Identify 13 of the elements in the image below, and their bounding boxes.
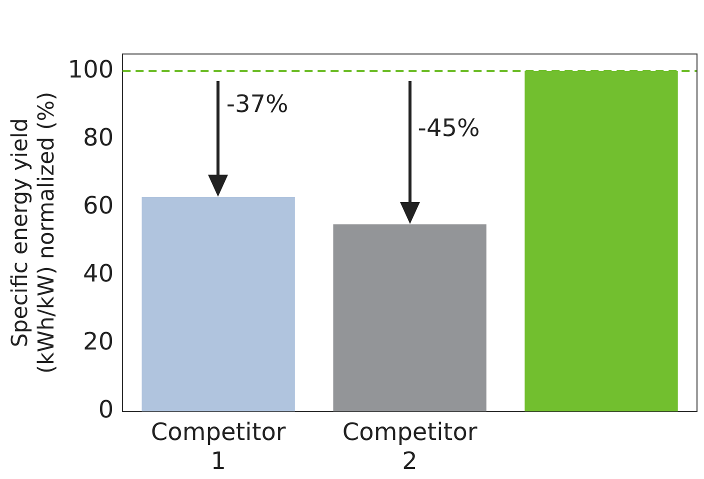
y-axis-title: Specific energy yield (kWh/kW) normalized (%)	[8, 92, 60, 374]
bar	[333, 224, 486, 412]
y-tick-label: 80	[83, 123, 114, 152]
bar	[142, 196, 295, 412]
y-tick-label: 20	[83, 328, 114, 356]
annotation: -45%	[418, 114, 480, 142]
y-tick-label: 60	[83, 191, 114, 220]
y-tick-label: 0	[98, 396, 114, 424]
y-tick-label: 40	[83, 259, 114, 288]
x-tick-label: Competitor 2	[342, 418, 478, 475]
x-tick-label: Competitor 1	[150, 418, 286, 475]
annotation: -37%	[226, 90, 288, 118]
y-tick-label: 100	[68, 55, 114, 84]
